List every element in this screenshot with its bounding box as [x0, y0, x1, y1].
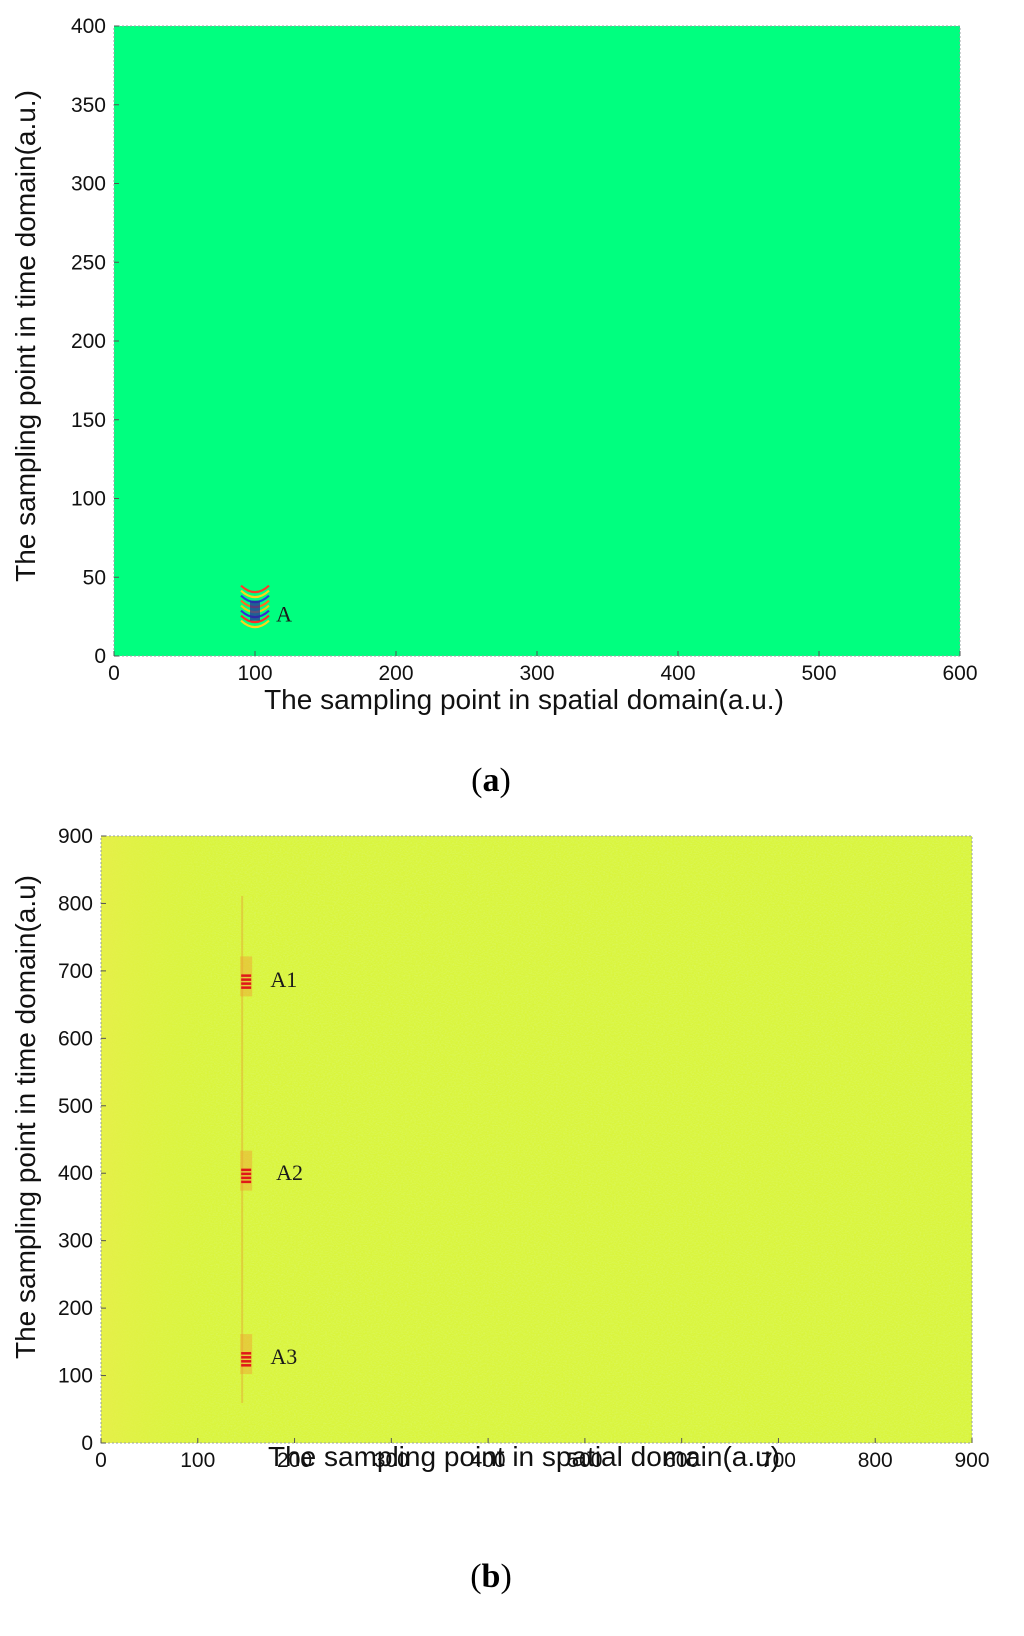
- wavelet-arc: [240, 614, 270, 624]
- annotation-label: A1: [270, 967, 297, 992]
- speckle-texture: [101, 836, 972, 1443]
- panel-a: 0 100 200 300 400 500 600 0 50 100 150 200 250 300 35…: [10, 15, 978, 799]
- wavelet-arc: [240, 589, 270, 599]
- x-tick-label: 500: [567, 1449, 602, 1472]
- streak-line: [241, 982, 252, 985]
- x-tick-label: 900: [954, 1449, 989, 1472]
- y-tick-label: 0: [81, 1432, 93, 1455]
- wavelet-feature: [240, 584, 270, 629]
- annotation-label: A: [276, 601, 292, 626]
- x-axis-title-a: The sampling point in spatial domain(a.u…: [264, 684, 784, 715]
- y-axis-title-b: The sampling point in time domain(a.u): [10, 875, 41, 1359]
- streak-line: [241, 974, 252, 977]
- x-tick-label: 0: [95, 1449, 107, 1472]
- y-tick-label: 200: [58, 1297, 93, 1320]
- x-tick-label: 400: [471, 1449, 506, 1472]
- red-streak-feature: [240, 1150, 253, 1191]
- x-tick-label: 800: [858, 1449, 893, 1472]
- y-tick-label: 100: [58, 1365, 93, 1388]
- x-tick-label: 700: [761, 1449, 796, 1472]
- y-tick-label: 400: [71, 15, 106, 38]
- x-axis-title-b: The sampling point in spatial domain(a.u…: [268, 1441, 780, 1472]
- annotations-a: A: [276, 601, 292, 626]
- red-streak-feature: [240, 956, 253, 997]
- y-tick-label: 150: [71, 409, 106, 432]
- streak-line: [241, 1168, 252, 1172]
- streak-line: [241, 1180, 252, 1184]
- features-b: [101, 836, 972, 1443]
- plot-frame: [100, 835, 973, 1444]
- streak-line: [241, 1356, 252, 1359]
- y-tick-label: 400: [58, 1162, 93, 1185]
- y-ticks-b: 0 100 200 300 400 500 600 700 800 900: [58, 825, 106, 1455]
- streak-line: [241, 1172, 252, 1176]
- y-axis-title-a: The sampling point in time domain(a.u.): [10, 90, 41, 582]
- x-ticks-a: 0 100 200 300 400 500 600: [108, 651, 978, 685]
- panel-b: 0 100 200 300 400 500 600 700 800 900 0 100 200 300 4…: [10, 825, 990, 1595]
- red-streak-feature: [240, 1334, 253, 1375]
- y-ticks-a: 0 50 100 150 200 250 300 350 400: [71, 15, 119, 668]
- streak-line: [241, 1352, 252, 1355]
- annotations-b: A1 A2 A3: [270, 967, 303, 1369]
- y-tick-label: 350: [71, 94, 106, 117]
- wavelet-arc: [240, 619, 270, 629]
- y-tick-label: 200: [71, 330, 106, 353]
- y-tick-label: 50: [83, 566, 106, 589]
- x-tick-label: 100: [237, 662, 272, 685]
- y-tick-label: 300: [71, 173, 106, 196]
- y-tick-label: 500: [58, 1095, 93, 1118]
- streak-line: [241, 1364, 252, 1367]
- streak-line: [241, 1360, 252, 1363]
- x-ticks-b: 0 100 200 300 400 500 600 700 800 900: [95, 1438, 990, 1472]
- x-tick-label: 100: [180, 1449, 215, 1472]
- y-tick-label: 900: [58, 825, 93, 848]
- x-tick-label: 200: [277, 1449, 312, 1472]
- wavelet-arc: [240, 584, 270, 594]
- panel-letter-a: a: [483, 762, 500, 799]
- x-tick-label: 500: [801, 662, 836, 685]
- y-tick-label: 100: [71, 488, 106, 511]
- y-tick-label: 250: [71, 251, 106, 274]
- streak-line: [241, 1176, 252, 1180]
- x-tick-label: 300: [519, 662, 554, 685]
- plot-area-a: [114, 26, 960, 656]
- x-tick-label: 0: [108, 662, 120, 685]
- panel-label-b: (b): [470, 1558, 512, 1595]
- features-a: [240, 584, 270, 629]
- annotation-label: A3: [270, 1344, 297, 1369]
- y-tick-label: 600: [58, 1027, 93, 1050]
- panel-label-a: (a): [471, 762, 511, 799]
- y-tick-label: 800: [58, 892, 93, 915]
- y-tick-label: 300: [58, 1230, 93, 1253]
- wavelet-core: [250, 600, 260, 621]
- y-tick-label: 700: [58, 960, 93, 983]
- x-tick-label: 200: [378, 662, 413, 685]
- frame-b: [100, 835, 973, 1444]
- x-tick-label: 400: [660, 662, 695, 685]
- panel-letter-b: b: [482, 1558, 501, 1595]
- annotation-label: A2: [276, 1160, 303, 1185]
- x-tick-label: 300: [374, 1449, 409, 1472]
- streak-line: [241, 986, 252, 989]
- x-tick-label: 600: [942, 662, 977, 685]
- x-tick-label: 600: [664, 1449, 699, 1472]
- streak-line: [241, 978, 252, 981]
- y-tick-label: 0: [94, 645, 106, 668]
